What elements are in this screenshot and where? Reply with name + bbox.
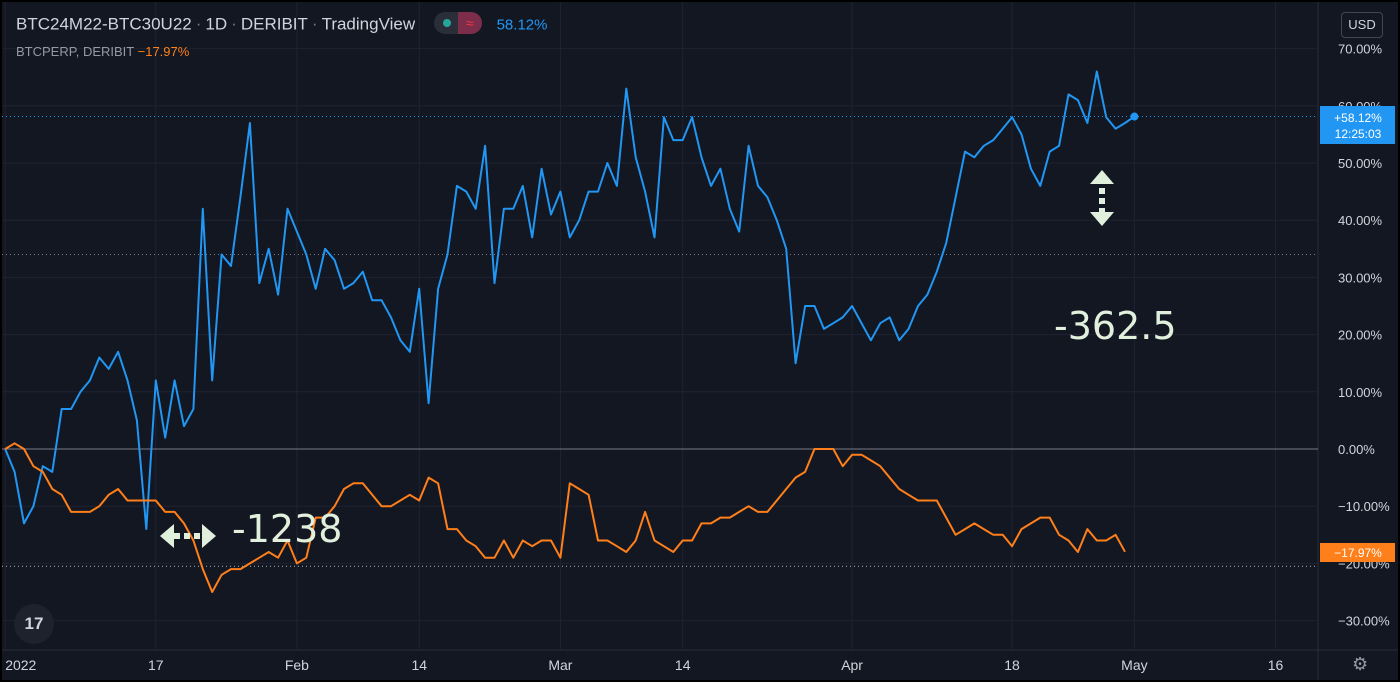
x-tick-label: 14 — [675, 657, 691, 673]
main-price-value: +58.12% — [1334, 111, 1382, 125]
x-tick-label: May — [1121, 657, 1147, 673]
series-line-main[interactable] — [4, 70, 1135, 531]
x-tick-label: 2022 — [5, 657, 36, 673]
brand: TradingView — [321, 14, 416, 34]
time-axis[interactable]: 2022 17 Feb 14 Mar 14 Apr 18 May 16 — [5, 657, 1283, 673]
series-group — [4, 70, 1139, 593]
x-tick-label: Apr — [841, 657, 863, 673]
symbol-name[interactable]: BTC24M22-BTC30U22 — [16, 14, 192, 34]
compare-symbol: BTCPERP, DERIBIT — [16, 44, 134, 59]
main-value: 58.12% — [496, 16, 548, 34]
pill-icon[interactable]: ≈ — [433, 12, 482, 34]
compare-value: −17.97% — [137, 44, 190, 59]
x-tick-label: 14 — [411, 657, 427, 673]
y-tick-label: −10.00% — [1338, 499, 1390, 514]
wave-icon[interactable]: ≈ — [457, 12, 482, 34]
x-tick-label: 17 — [148, 657, 164, 673]
bar-countdown: 12:25:03 — [1335, 127, 1382, 141]
y-tick-label: 40.00% — [1338, 213, 1383, 228]
currency-button[interactable]: USD — [1341, 12, 1383, 38]
y-tick-label: 70.00% — [1338, 42, 1383, 57]
last-point-marker — [1130, 112, 1139, 121]
compare-price-label: −17.97% — [1320, 543, 1395, 562]
compare-legend[interactable]: BTCPERP, DERIBIT −17.97% — [16, 44, 189, 59]
horizontal-arrow-icon — [160, 524, 216, 548]
spread-annotation-left: -1238 — [232, 507, 342, 551]
tradingview-logo-icon[interactable]: 17 — [14, 604, 54, 644]
y-tick-label: −30.00% — [1338, 614, 1390, 629]
x-tick-label: 16 — [1268, 657, 1284, 673]
gear-icon[interactable]: ⚙ — [1352, 654, 1369, 674]
y-tick-label: 20.00% — [1338, 328, 1383, 343]
annotation-arrows — [160, 170, 1114, 548]
x-tick-label: 18 — [1004, 657, 1020, 673]
x-tick-label: Feb — [285, 657, 309, 673]
y-tick-label: 10.00% — [1338, 385, 1383, 400]
y-tick-label: 30.00% — [1338, 270, 1383, 285]
y-tick-label: 0.00% — [1338, 442, 1375, 457]
series-line-compare[interactable] — [4, 442, 1126, 593]
exchange: DERIBIT — [240, 14, 308, 34]
x-tick-label: Mar — [548, 657, 572, 673]
compare-price-value: −17.97% — [1334, 546, 1382, 560]
y-tick-label: 50.00% — [1338, 156, 1383, 171]
spread-annotation-right: -362.5 — [1054, 304, 1177, 348]
main-price-label: +58.12% 12:25:03 — [1320, 106, 1395, 144]
interval[interactable]: 1D — [205, 14, 228, 34]
vertical-arrow-icon — [1090, 170, 1114, 226]
status-dot-icon — [442, 19, 451, 27]
chart-header: BTC24M22-BTC30U22 · 1D · DERIBIT · TradingView… — [16, 12, 548, 36]
